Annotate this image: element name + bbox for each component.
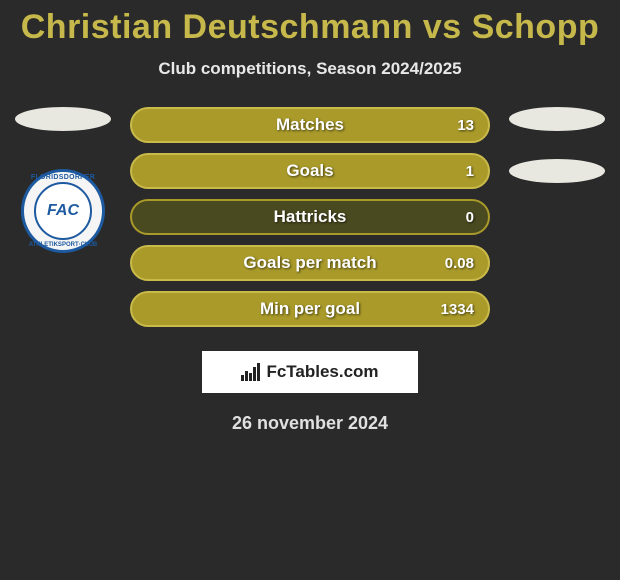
right-column bbox=[502, 107, 612, 327]
stat-label: Matches bbox=[276, 115, 344, 135]
stat-value: 1 bbox=[466, 163, 474, 180]
badge-arc-top: FLORIDSDORFER bbox=[31, 174, 95, 181]
badge-arc-bottom: ATHLETIKSPORT·CLUB bbox=[29, 242, 98, 248]
comparison-row: FLORIDSDORFER FAC ATHLETIKSPORT·CLUB Mat… bbox=[0, 107, 620, 327]
stat-bar-hattricks: Hattricks 0 bbox=[130, 199, 490, 235]
page-title: Christian Deutschmann vs Schopp bbox=[0, 0, 620, 47]
stat-value: 0 bbox=[466, 209, 474, 226]
stat-bar-matches: Matches 13 bbox=[130, 107, 490, 143]
club-badge-fac: FLORIDSDORFER FAC ATHLETIKSPORT·CLUB bbox=[21, 169, 105, 253]
stat-value: 1334 bbox=[441, 301, 474, 318]
stat-label: Min per goal bbox=[260, 299, 360, 319]
date-label: 26 november 2024 bbox=[0, 413, 620, 434]
left-column: FLORIDSDORFER FAC ATHLETIKSPORT·CLUB bbox=[8, 107, 118, 327]
stat-bar-goals: Goals 1 bbox=[130, 153, 490, 189]
stat-label: Hattricks bbox=[274, 207, 347, 227]
right-ellipse-placeholder-1 bbox=[509, 107, 605, 131]
badge-inner: FAC bbox=[34, 182, 92, 240]
stat-bars: Matches 13 Goals 1 Hattricks 0 Goals per… bbox=[118, 107, 502, 327]
fctables-label: FcTables.com bbox=[266, 362, 378, 382]
stat-value: 0.08 bbox=[445, 255, 474, 272]
right-ellipse-placeholder-2 bbox=[509, 159, 605, 183]
stat-value: 13 bbox=[457, 117, 474, 134]
bar-chart-icon bbox=[241, 363, 260, 381]
badge-main-text: FAC bbox=[47, 203, 79, 219]
stat-label: Goals bbox=[286, 161, 333, 181]
fctables-watermark: FcTables.com bbox=[202, 351, 418, 393]
left-ellipse-placeholder bbox=[15, 107, 111, 131]
stat-bar-min-per-goal: Min per goal 1334 bbox=[130, 291, 490, 327]
subtitle: Club competitions, Season 2024/2025 bbox=[0, 59, 620, 79]
stat-label: Goals per match bbox=[243, 253, 376, 273]
stat-bar-goals-per-match: Goals per match 0.08 bbox=[130, 245, 490, 281]
